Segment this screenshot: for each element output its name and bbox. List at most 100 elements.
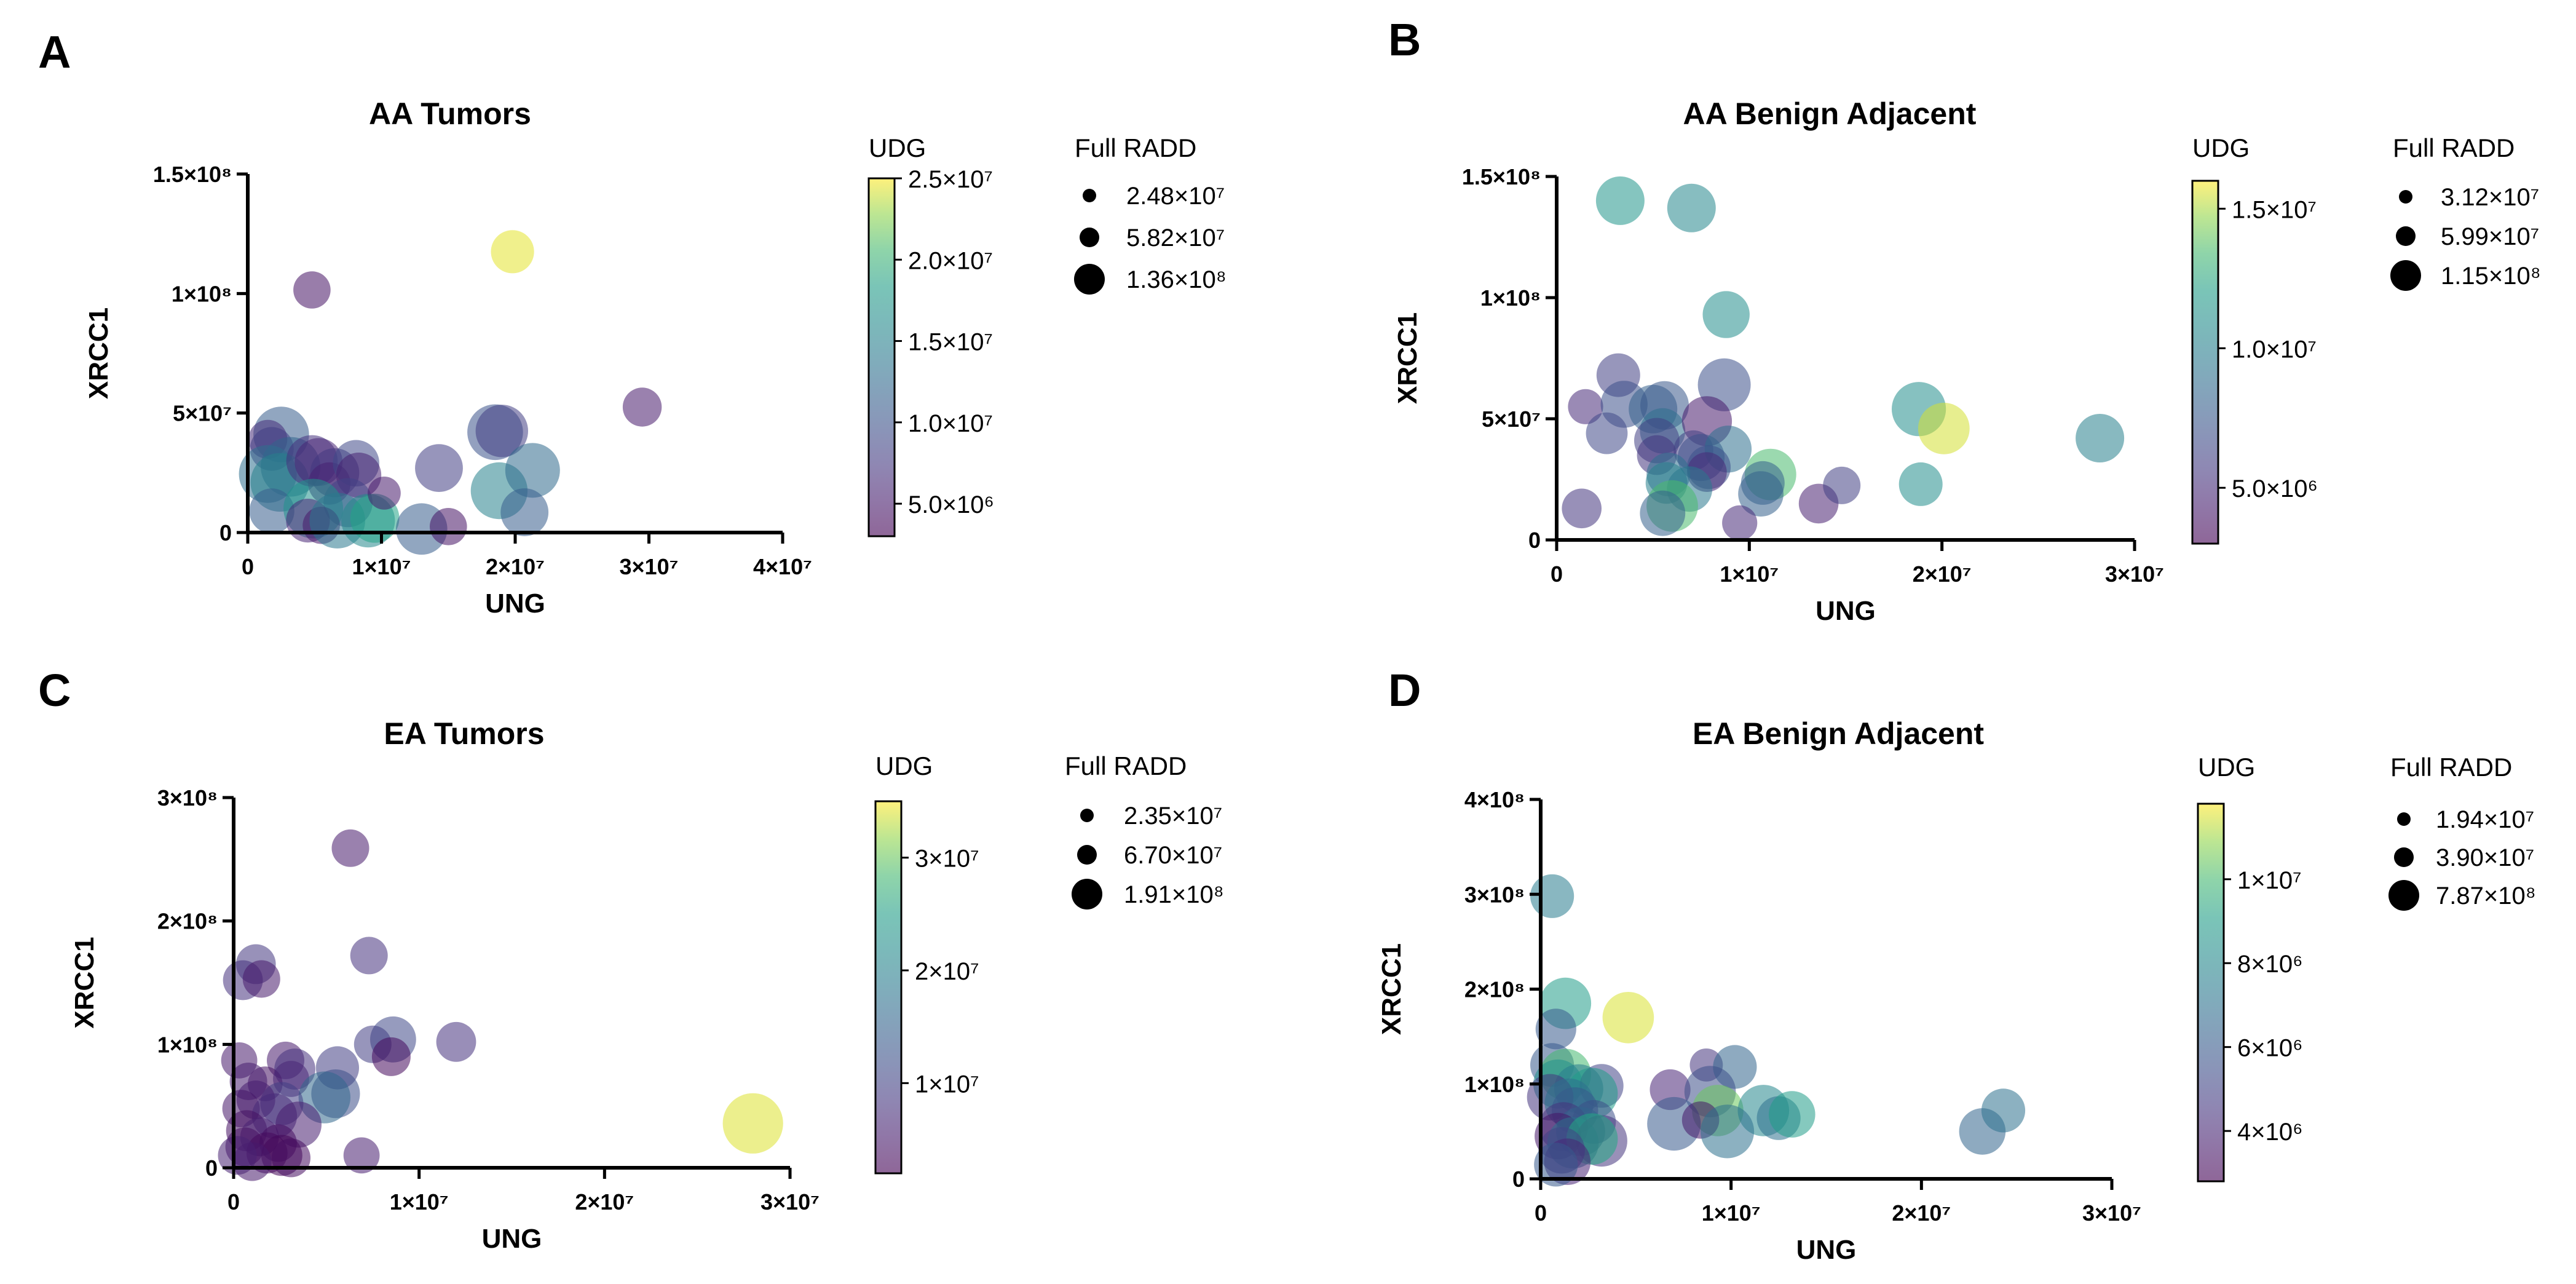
data-point [500,488,549,536]
colorbar-tick-label: 1×10⁷ [915,1071,979,1098]
data-point [622,387,662,427]
data-point [1667,183,1716,232]
size-legend-marker [1072,879,1102,910]
colorbar-tick-label: 1.5×10⁷ [2232,196,2317,223]
y-tick-label: 1×10⁸ [1480,285,1541,311]
x-axis-label: UNG [1815,596,1876,626]
size-legend-marker [2396,226,2416,246]
colorbar-tick-label: 5.0×10⁶ [2232,475,2318,502]
size-legend-marker [1080,809,1094,822]
colorbar-tick-label: 3×10⁷ [915,846,979,873]
data-point [1918,402,1970,454]
colorbar-tick-label: 8×10⁶ [2237,951,2303,978]
data-point [249,488,294,534]
size-legend-marker [2394,847,2414,867]
data-point [1530,874,1574,918]
size-legend-label: 7.87×10⁸ [2436,882,2536,910]
y-tick-label: 3×10⁸ [1464,882,1525,907]
size-legend-marker [1077,845,1097,865]
x-tick-label: 3×10⁷ [2105,561,2164,587]
size-legend-label: 3.90×10⁷ [2436,844,2534,871]
colorbar [2191,180,2219,545]
data-point [1823,466,1861,504]
colorbar [867,177,896,537]
size-legend-label: 5.82×10⁷ [1126,224,1225,252]
data-point [1898,462,1943,506]
size-legend-marker [1080,228,1099,247]
y-tick-label: 4×10⁸ [1464,787,1525,812]
data-points [218,829,783,1181]
size-legend-title: Full RADD [2390,753,2512,782]
x-tick-label: 2×10⁷ [486,554,545,579]
y-tick-label: 0 [1528,528,1541,553]
size-legend-label: 6.70×10⁷ [1124,842,1222,869]
size-legend-label: 2.48×10⁷ [1126,183,1225,210]
data-point [1722,505,1758,541]
data-points [1527,874,2026,1187]
x-axis-label: UNG [485,588,545,619]
colorbar-tick-label: 6×10⁶ [2237,1035,2303,1062]
panel-b: B AA Benign Adjacent 0 1×10⁷ 2×10⁷ 3×10⁷ 0 5×10… [1388,14,2541,626]
data-point [371,1037,411,1076]
colorbar-tick-label: 2×10⁷ [915,958,979,985]
panel-d: D EA Benign Adjacent 0 1×10⁷ 2×10⁷ 3×10⁷ 0 1×10… [1377,665,2536,1265]
data-point [1640,490,1686,536]
data-point [218,1136,257,1175]
colorbar-tick-label: 2.0×10⁷ [908,247,993,274]
data-point [343,1137,380,1174]
x-tick-label: 0 [242,554,254,579]
colorbar-title: UDG [2192,133,2250,162]
data-point [722,1093,783,1154]
data-point [491,230,534,274]
y-tick-label: 1×10⁸ [157,1032,218,1057]
chart-title: EA Tumors [384,716,544,751]
size-legend-label: 1.36×10⁸ [1126,266,1227,293]
data-point [1702,291,1750,338]
size-legend-marker [2388,880,2419,911]
y-axis-label: XRCC1 [1393,312,1423,404]
data-point [1769,1091,1815,1138]
y-tick-label: 1.5×10⁸ [1462,164,1541,189]
y-tick-label: 3×10⁸ [157,785,218,810]
x-tick-label: 2×10⁷ [1913,561,1972,587]
colorbar-tick-label: 4×10⁶ [2237,1119,2303,1146]
data-point [331,829,369,867]
size-legend-marker [2397,812,2411,826]
data-point [436,1021,476,1062]
data-point [1602,992,1654,1044]
panel-label: C [38,665,71,716]
chart-title: AA Benign Adjacent [1683,97,1977,131]
panel-label: D [1388,665,1421,716]
x-tick-label: 0 [1535,1200,1547,1226]
data-point [505,443,560,498]
x-tick-label: 2×10⁷ [575,1189,634,1215]
size-legend-marker [1083,189,1096,202]
colorbar-tick-label: 1×10⁷ [2237,867,2302,894]
x-tick-label: 1×10⁷ [1720,561,1779,587]
x-tick-label: 4×10⁷ [753,554,812,579]
y-tick-label: 2×10⁸ [157,909,218,934]
colorbar-tick-label: 1.5×10⁷ [908,329,993,356]
data-points [239,230,662,555]
size-legend-label: 1.15×10⁸ [2441,263,2541,290]
x-tick-label: 3×10⁷ [761,1189,820,1215]
panel-label: B [1388,14,1421,65]
data-point [272,1138,310,1178]
data-point [1568,389,1603,424]
size-legend-marker [1074,264,1105,295]
colorbar-tick-label: 5.0×10⁶ [908,491,994,518]
y-tick-label: 1×10⁸ [172,281,232,306]
data-point [1562,488,1602,529]
y-tick-label: 1.5×10⁸ [153,162,232,187]
data-point [1534,1143,1578,1187]
y-tick-label: 0 [219,520,232,545]
size-legend-title: Full RADD [2393,133,2515,162]
data-point [293,271,331,309]
colorbar-title: UDG [869,133,926,162]
x-tick-label: 3×10⁷ [620,554,679,579]
data-point [350,937,388,975]
size-legend-marker [2399,190,2412,204]
data-point [1595,176,1645,225]
data-point [475,405,528,458]
x-tick-label: 3×10⁷ [2082,1200,2141,1226]
